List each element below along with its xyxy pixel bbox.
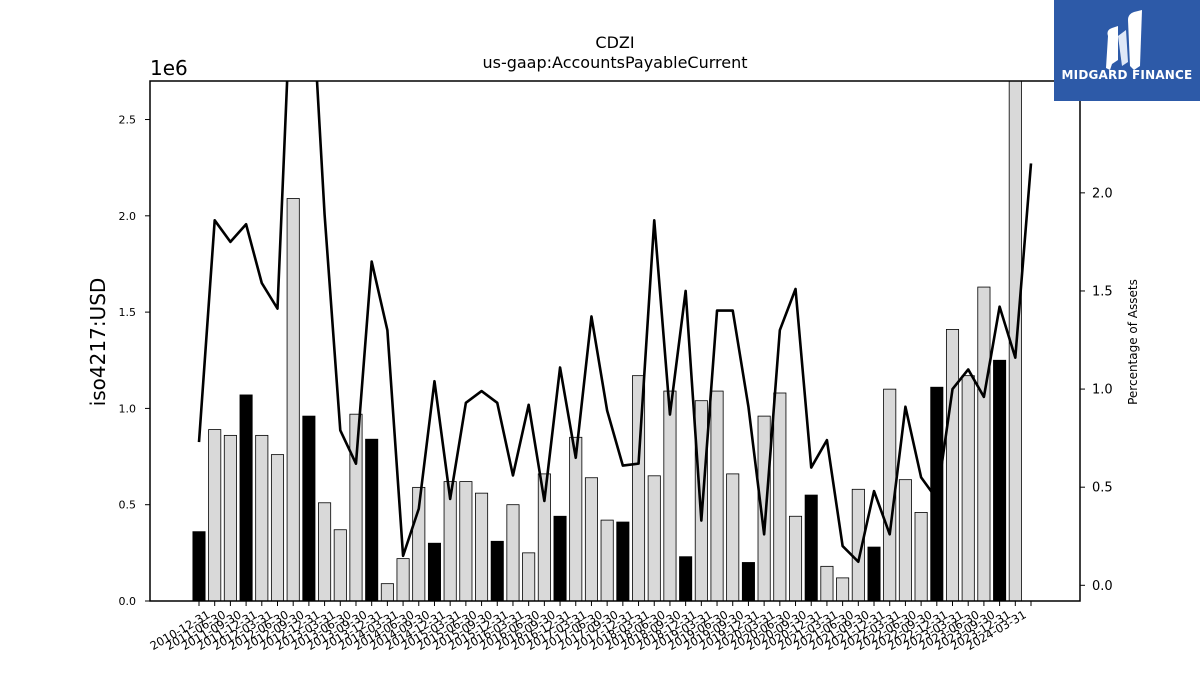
y-tick-label: 1.0 (119, 402, 137, 415)
y2-tick-label: 1.0 (1092, 383, 1113, 398)
series-line (197, 81, 1033, 564)
bar (396, 558, 410, 601)
bar (223, 434, 237, 601)
midgard-finance-logo: MIDGARD FINANCE (1054, 0, 1200, 101)
y2-tick-label: 1.5 (1092, 284, 1113, 299)
bar (804, 494, 818, 601)
bar (600, 519, 614, 601)
y2-tick-label: 2.0 (1092, 186, 1113, 201)
bar (898, 479, 912, 601)
bar (961, 375, 975, 601)
bar (867, 546, 881, 601)
y-tick-label: 0.5 (119, 499, 137, 512)
y2-axis-label: Percentage of Assets (1126, 279, 1140, 405)
bar (255, 434, 269, 601)
bar (914, 512, 928, 601)
y-tick-label: 0.0 (119, 595, 137, 608)
plot-frame (149, 80, 1081, 602)
bar (318, 502, 332, 601)
logo-mark-icon (1106, 10, 1142, 70)
bar (475, 492, 489, 601)
bar (490, 540, 504, 601)
bar (427, 542, 441, 601)
bar (349, 413, 363, 601)
bar (647, 475, 661, 601)
bar (993, 359, 1007, 601)
chart-subtitle: us-gaap:AccountsPayableCurrent (482, 53, 747, 72)
bar (553, 515, 567, 601)
bar (977, 286, 991, 601)
bar (726, 473, 740, 601)
y2-tick-label: 0.0 (1092, 579, 1113, 594)
bar (773, 392, 787, 601)
bar (537, 473, 551, 601)
bar (694, 400, 708, 601)
bar (192, 531, 206, 601)
bar (208, 429, 222, 601)
bar (584, 477, 598, 601)
bar (286, 198, 300, 601)
bar (820, 565, 834, 601)
y-tick-label: 2.5 (119, 114, 137, 127)
bar (663, 390, 677, 601)
bar (522, 552, 536, 601)
bar (459, 481, 473, 601)
bar (789, 515, 803, 601)
bar (945, 329, 960, 601)
bars-group (192, 81, 1022, 601)
bar (270, 454, 285, 601)
y2-tick-label: 0.5 (1092, 481, 1113, 496)
bar (1008, 81, 1022, 601)
bar (569, 436, 583, 601)
bar (302, 415, 316, 601)
bar (679, 556, 693, 601)
logo-text: MIDGARD FINANCE (1061, 68, 1193, 82)
line-group (197, 81, 1033, 564)
bar (836, 577, 850, 601)
bar (239, 394, 253, 601)
y-offset-text: 1e6 (150, 56, 188, 80)
bar (333, 529, 347, 601)
bar (380, 583, 394, 601)
bar (741, 562, 755, 601)
bar (710, 390, 724, 601)
y-tick-label: 1.5 (119, 306, 137, 319)
bar (616, 521, 630, 601)
chart-title: CDZI (595, 33, 634, 52)
axes-group: 0.00.51.01.52.02.50.00.51.01.52.02010-12… (119, 114, 1113, 654)
bar (365, 438, 379, 601)
y-tick-label: 2.0 (119, 210, 137, 223)
y-axis-label: iso4217:USD (86, 278, 110, 407)
bar (443, 481, 457, 601)
bar (506, 504, 520, 601)
